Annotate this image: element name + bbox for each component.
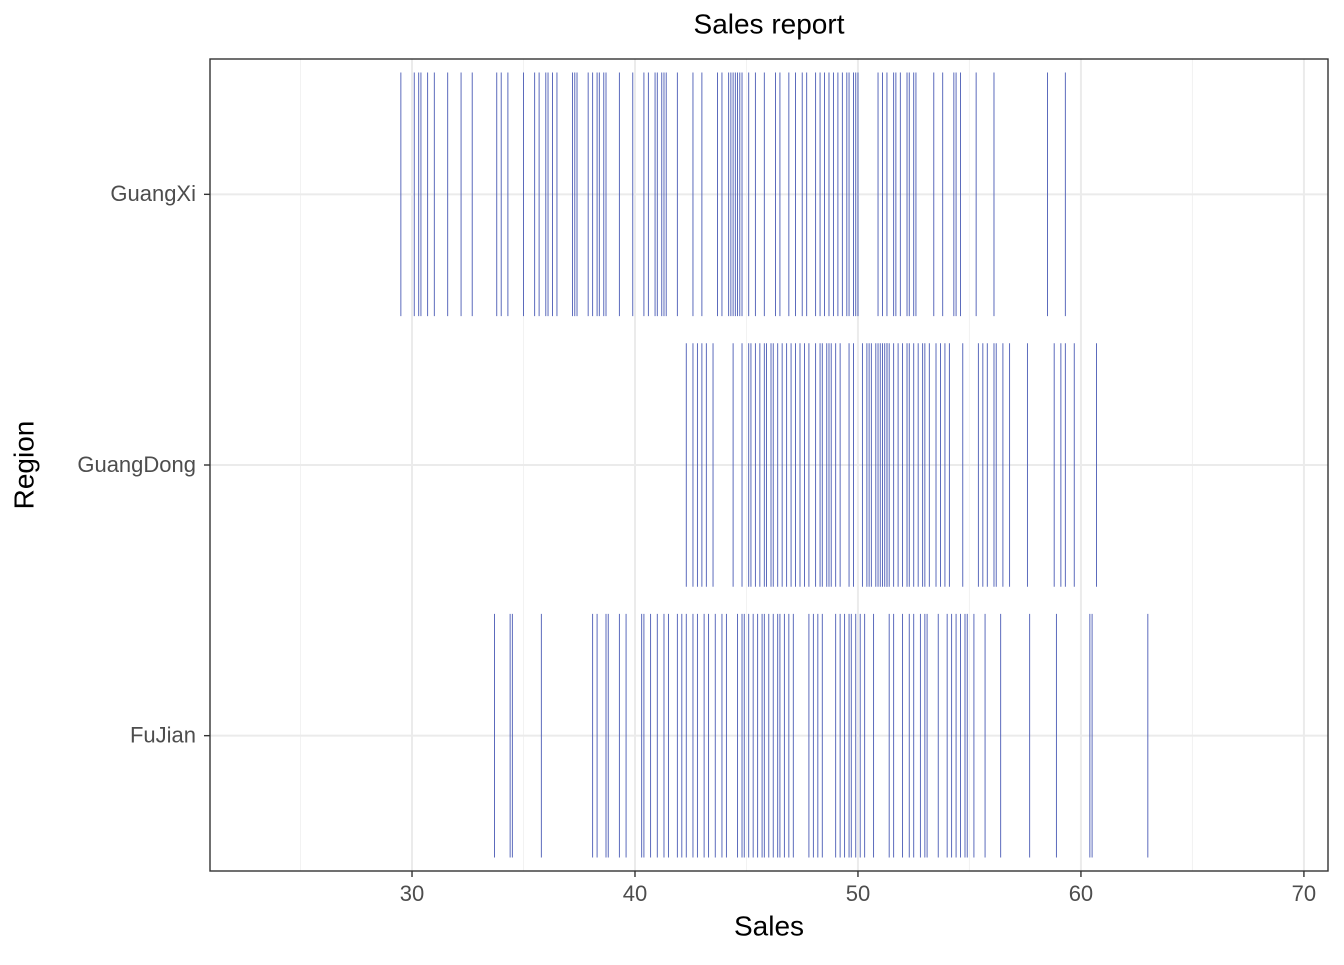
x-tick-label: 40 xyxy=(623,881,647,906)
y-tick-label: FuJian xyxy=(130,722,196,747)
grid xyxy=(210,59,1328,871)
x-tick-label: 70 xyxy=(1292,881,1316,906)
x-tick-label: 50 xyxy=(846,881,870,906)
y-axis-title: Region xyxy=(8,421,39,510)
y-tick-label: GuangXi xyxy=(110,181,196,206)
rug-marks xyxy=(400,72,1149,858)
x-tick-label: 60 xyxy=(1069,881,1093,906)
axes: 30 40 50 60 70 FuJian GuangDong GuangXi xyxy=(77,181,1316,906)
x-tick-label: 30 xyxy=(400,881,424,906)
chart-title: Sales report xyxy=(694,8,845,39)
x-axis-title: Sales xyxy=(734,910,804,941)
y-tick-label: GuangDong xyxy=(77,452,196,477)
